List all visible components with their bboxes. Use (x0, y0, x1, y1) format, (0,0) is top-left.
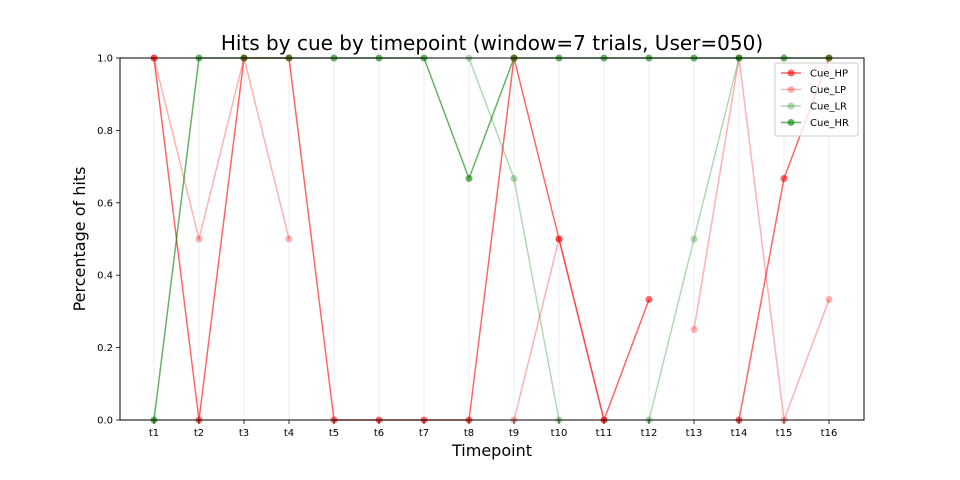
series-line (693, 57, 830, 421)
data-point (555, 235, 563, 243)
legend-swatch-marker (787, 86, 795, 93)
plot-frame (119, 57, 865, 421)
legend-swatch-marker (787, 102, 795, 110)
legend-label: Cue_LP (810, 85, 846, 96)
series-cue-lr (465, 54, 743, 424)
legend-box (774, 62, 859, 137)
legend-swatch-marker (787, 69, 795, 77)
y-axis-label: Percentage of hits (70, 167, 89, 312)
chart-title: Hits by cue by timepoint (window=7 trial… (221, 31, 763, 55)
x-tick-label: t16 (821, 428, 838, 439)
x-tick-label: t3 (239, 428, 249, 439)
data-point (195, 235, 203, 243)
series-line (153, 57, 650, 421)
legend-item: Cue_HP (781, 69, 848, 80)
legend-label: Cue_HR (810, 118, 849, 129)
legend-swatch-marker (787, 119, 795, 126)
x-tick-label: t6 (374, 428, 384, 439)
data-point (555, 235, 563, 243)
x-tick-label: t12 (641, 428, 658, 439)
x-axis-ticks: t1 t2 t3 t4 t5 t6 t7 t8 t9 t10 t11 t12 t13 t14 t15 t16 (149, 420, 837, 439)
x-tick-label: t13 (686, 428, 703, 439)
legend-item: Cue_LR (781, 102, 847, 113)
series-line (468, 57, 560, 421)
x-tick-label: t10 (551, 428, 568, 439)
data-point (645, 295, 653, 303)
x-tick-label: t1 (149, 428, 159, 439)
legend: Cue_HP Cue_LP Cue_LR Cue_HR (774, 62, 859, 137)
series-layer (150, 54, 833, 424)
data-point (690, 326, 698, 333)
data-point (825, 295, 833, 303)
data-point (465, 175, 473, 183)
data-point (690, 235, 698, 243)
y-tick-label: 0.4 (97, 271, 113, 282)
series-line (513, 238, 605, 421)
x-tick-label: t14 (731, 428, 748, 439)
x-tick-label: t9 (509, 428, 519, 439)
legend-item: Cue_LP (781, 85, 846, 96)
x-tick-label: t5 (329, 428, 339, 439)
y-tick-label: 0.8 (97, 126, 113, 137)
x-tick-label: t4 (284, 428, 294, 439)
y-axis-ticks: 0.0 0.2 0.4 0.6 0.8 1.0 (97, 54, 120, 427)
data-point (510, 175, 518, 183)
x-tick-label: t7 (419, 428, 429, 439)
y-tick-label: 0.2 (97, 343, 113, 354)
data-point (780, 175, 788, 183)
x-tick-label: t11 (596, 428, 613, 439)
series-line (153, 57, 290, 240)
series-line (648, 57, 740, 421)
x-tick-label: t15 (776, 428, 793, 439)
legend-label: Cue_HP (810, 69, 848, 80)
grid-layer (153, 58, 830, 420)
legend-label: Cue_LR (810, 102, 847, 113)
x-axis-label: Timepoint (451, 441, 532, 460)
x-tick-label: t2 (194, 428, 204, 439)
legend-item: Cue_HR (781, 118, 849, 129)
data-point (285, 235, 293, 243)
y-tick-label: 0.6 (97, 198, 113, 209)
y-tick-label: 1.0 (97, 54, 113, 65)
x-tick-label: t8 (464, 428, 474, 439)
y-tick-label: 0.0 (97, 416, 113, 427)
